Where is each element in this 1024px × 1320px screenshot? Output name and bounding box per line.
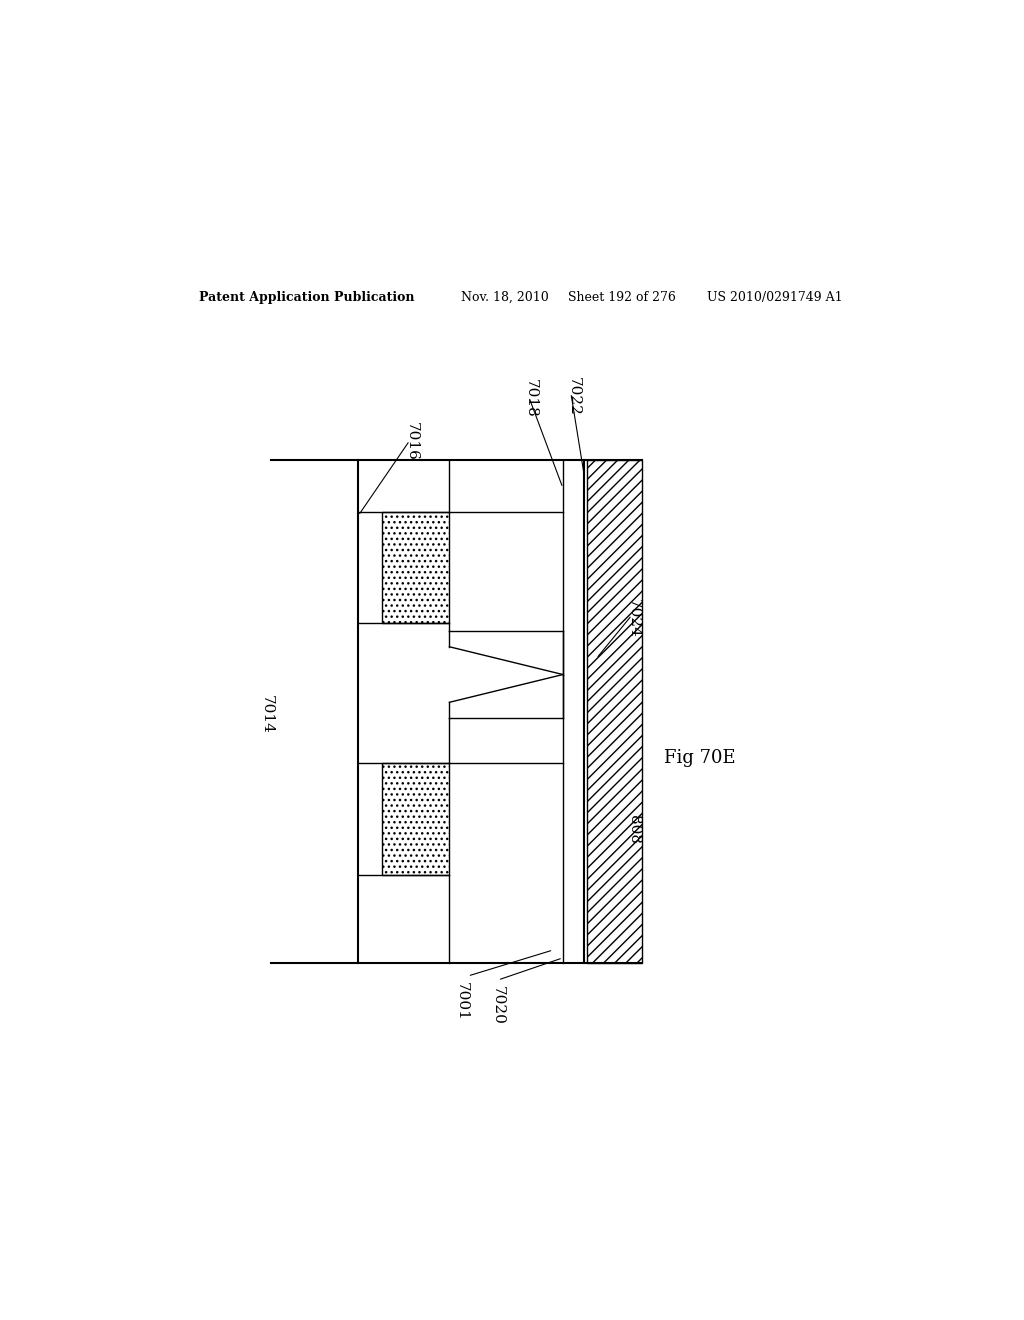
Text: Nov. 18, 2010: Nov. 18, 2010 <box>461 292 549 304</box>
Text: 7018: 7018 <box>524 379 539 418</box>
Text: 7001: 7001 <box>455 982 468 1022</box>
Text: Patent Application Publication: Patent Application Publication <box>200 292 415 304</box>
Bar <box>382 763 450 875</box>
Text: Fig 70E: Fig 70E <box>664 748 735 767</box>
Text: 7024: 7024 <box>627 599 641 638</box>
Text: 7020: 7020 <box>490 986 505 1026</box>
Text: 808: 808 <box>627 814 641 843</box>
Text: Sheet 192 of 276: Sheet 192 of 276 <box>568 292 676 304</box>
Bar <box>587 461 642 964</box>
Text: 7022: 7022 <box>567 378 581 416</box>
Bar <box>382 512 450 623</box>
Text: 7014: 7014 <box>260 694 273 734</box>
Text: 7016: 7016 <box>406 422 419 461</box>
Text: US 2010/0291749 A1: US 2010/0291749 A1 <box>708 292 843 304</box>
